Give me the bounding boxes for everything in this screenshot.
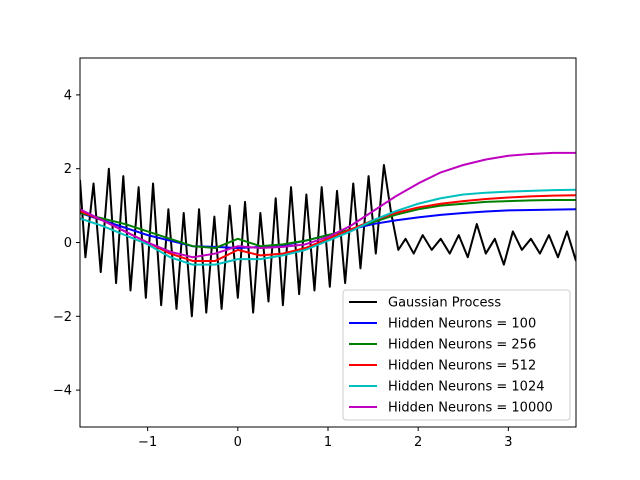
y-tick-label: 0	[64, 236, 72, 251]
x-axis: −1 0 1 2 3	[138, 427, 513, 450]
series-group	[80, 151, 576, 318]
legend-label: Hidden Neurons = 100	[388, 317, 536, 332]
y-tick-label: −4	[53, 384, 72, 399]
y-tick-label: −2	[53, 310, 72, 325]
x-tick-label: 3	[504, 435, 512, 450]
x-tick-label: −1	[138, 435, 157, 450]
x-tick-label: 2	[414, 435, 422, 450]
legend-label: Hidden Neurons = 1024	[388, 380, 545, 395]
legend-label: Hidden Neurons = 10000	[388, 401, 553, 416]
series-line-hidden-neurons-10000	[80, 151, 576, 259]
legend: Gaussian Process Hidden Neurons = 100 Hidd…	[342, 289, 571, 421]
series-line-gaussian-process	[80, 164, 576, 318]
legend-label: Hidden Neurons = 512	[388, 359, 536, 374]
legend-label: Hidden Neurons = 256	[388, 338, 536, 353]
x-tick-label: 0	[234, 435, 242, 450]
series-line-hidden-neurons-256	[80, 199, 576, 250]
series-line-hidden-neurons-1024	[80, 188, 576, 266]
y-tick-label: 2	[64, 162, 72, 177]
series-line-hidden-neurons-512	[80, 194, 576, 262]
legend-box	[342, 289, 571, 421]
y-tick-label: 4	[64, 88, 72, 103]
x-tick-label: 1	[324, 435, 332, 450]
y-axis: −4 −2 0 2 4	[53, 88, 80, 399]
legend-label: Gaussian Process	[388, 296, 501, 311]
